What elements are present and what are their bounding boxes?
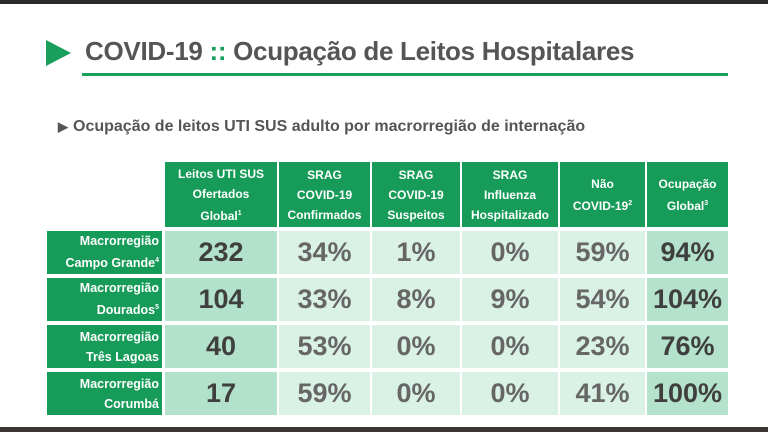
table-cell: 59% — [279, 372, 370, 415]
row-label-line2: Campo Grande4 — [47, 251, 159, 273]
table-cell: 104 — [165, 278, 277, 321]
table-cell: 40 — [165, 325, 277, 368]
column-header-text: SRAG COVID-19 Confirmados — [287, 165, 361, 225]
footnote-marker: 2 — [628, 199, 633, 207]
table-cell: 232 — [165, 231, 277, 274]
table-cell: 9% — [462, 278, 558, 321]
row-label-name: Corumbá — [104, 396, 159, 411]
row-label-line2: Dourados5 — [47, 298, 159, 320]
row-label-name: Dourados — [96, 303, 156, 318]
footnote-marker: 1 — [237, 209, 242, 217]
header-line: Influenza — [483, 187, 536, 202]
subtitle-text: Ocupação de leitos UTI SUS adulto por ma… — [73, 118, 586, 135]
top-border — [0, 0, 768, 4]
table-cell: 0% — [372, 372, 460, 415]
header-line: Hospitalizado — [470, 207, 549, 222]
header-line: Global1 — [178, 204, 264, 226]
row-label: Macrorregião Dourados5 — [47, 278, 162, 321]
header-line: Suspeitos — [387, 207, 445, 222]
subtitle: ▶ Ocupação de leitos UTI SUS adulto por m… — [58, 118, 585, 136]
column-header-text: Não COVID-192 — [573, 174, 632, 216]
row-label-line1: Macrorregião — [79, 234, 159, 249]
table-cell: 54% — [560, 278, 645, 321]
column-header: Leitos UTI SUS Ofertados Global1 — [165, 162, 277, 227]
row-label-line1: Macrorregião — [79, 376, 159, 391]
column-header-text: SRAG COVID-19 Suspeitos — [387, 165, 444, 225]
title-separator: :: — [209, 36, 227, 66]
title-rest: Ocupação de Leitos Hospitalares — [233, 36, 635, 66]
column-header-text: Leitos UTI SUS Ofertados Global1 — [178, 164, 264, 226]
header-line: COVID-19 — [296, 187, 353, 202]
title-arrow-icon — [46, 40, 71, 66]
row-label: Macrorregião Campo Grande4 — [47, 231, 162, 274]
row-label-line1: Macrorregião — [79, 329, 159, 344]
header-line: COVID-192 — [573, 194, 632, 216]
title-underline — [82, 73, 728, 76]
header-line: COVID-19 — [388, 187, 444, 202]
header-line: SRAG — [492, 167, 528, 182]
header-line: Confirmados — [287, 207, 362, 222]
table-cell: 94% — [647, 231, 728, 274]
header-line-text: Global — [200, 208, 238, 223]
header-line: Ocupação — [658, 176, 717, 191]
header-line: Ofertados — [192, 186, 250, 201]
footnote-marker: 4 — [155, 257, 159, 265]
table-cell: 100% — [647, 372, 728, 415]
row-label-line2: Três Lagoas — [47, 347, 159, 367]
table-cell: 104% — [647, 278, 728, 321]
row-label-line1: Macrorregião — [79, 281, 159, 296]
table-cell: 53% — [279, 325, 370, 368]
bottom-border — [0, 427, 768, 432]
row-label: Macrorregião Corumbá — [47, 372, 162, 415]
column-header: SRAG Influenza Hospitalizado — [462, 162, 558, 227]
page-title: COVID-19 :: Ocupação de Leitos Hospitala… — [85, 36, 634, 67]
header-line: SRAG — [398, 167, 434, 182]
table-cell: 0% — [372, 325, 460, 368]
table-cell: 76% — [647, 325, 728, 368]
table-cell: 33% — [279, 278, 370, 321]
header-line: Global3 — [658, 194, 716, 216]
table-cell: 59% — [560, 231, 645, 274]
row-label: Macrorregião Três Lagoas — [47, 325, 162, 368]
footnote-marker: 5 — [155, 304, 159, 312]
table-cell: 34% — [279, 231, 370, 274]
column-header: SRAG COVID-19 Suspeitos — [372, 162, 460, 227]
column-header-text: SRAG Influenza Hospitalizado — [471, 165, 549, 225]
table-cell: 23% — [560, 325, 645, 368]
table-cell: 8% — [372, 278, 460, 321]
table-cell: 1% — [372, 231, 460, 274]
table-cell: 0% — [462, 372, 558, 415]
row-label-name: Três Lagoas — [86, 349, 159, 364]
column-header-text: Ocupação Global3 — [658, 174, 716, 216]
table-cell: 41% — [560, 372, 645, 415]
column-header: Não COVID-192 — [560, 162, 645, 227]
header-line: Não — [591, 176, 614, 191]
table-cell: 0% — [462, 325, 558, 368]
table-cell: 17 — [165, 372, 277, 415]
footnote-marker: 3 — [704, 199, 709, 207]
header-line-text: COVID-19 — [572, 198, 629, 213]
row-label-line2: Corumbá — [47, 394, 159, 414]
column-header: Ocupação Global3 — [647, 162, 728, 227]
row-label-name: Campo Grande — [65, 256, 156, 271]
header-line-text: Global — [666, 198, 705, 213]
bullet-triangle-icon: ▶ — [58, 119, 68, 134]
column-header: SRAG COVID-19 Confirmados — [279, 162, 370, 227]
table-cell: 0% — [462, 231, 558, 274]
header-line: SRAG — [307, 167, 342, 182]
header-line: Leitos UTI SUS — [177, 166, 264, 181]
title-main: COVID-19 — [85, 36, 203, 66]
